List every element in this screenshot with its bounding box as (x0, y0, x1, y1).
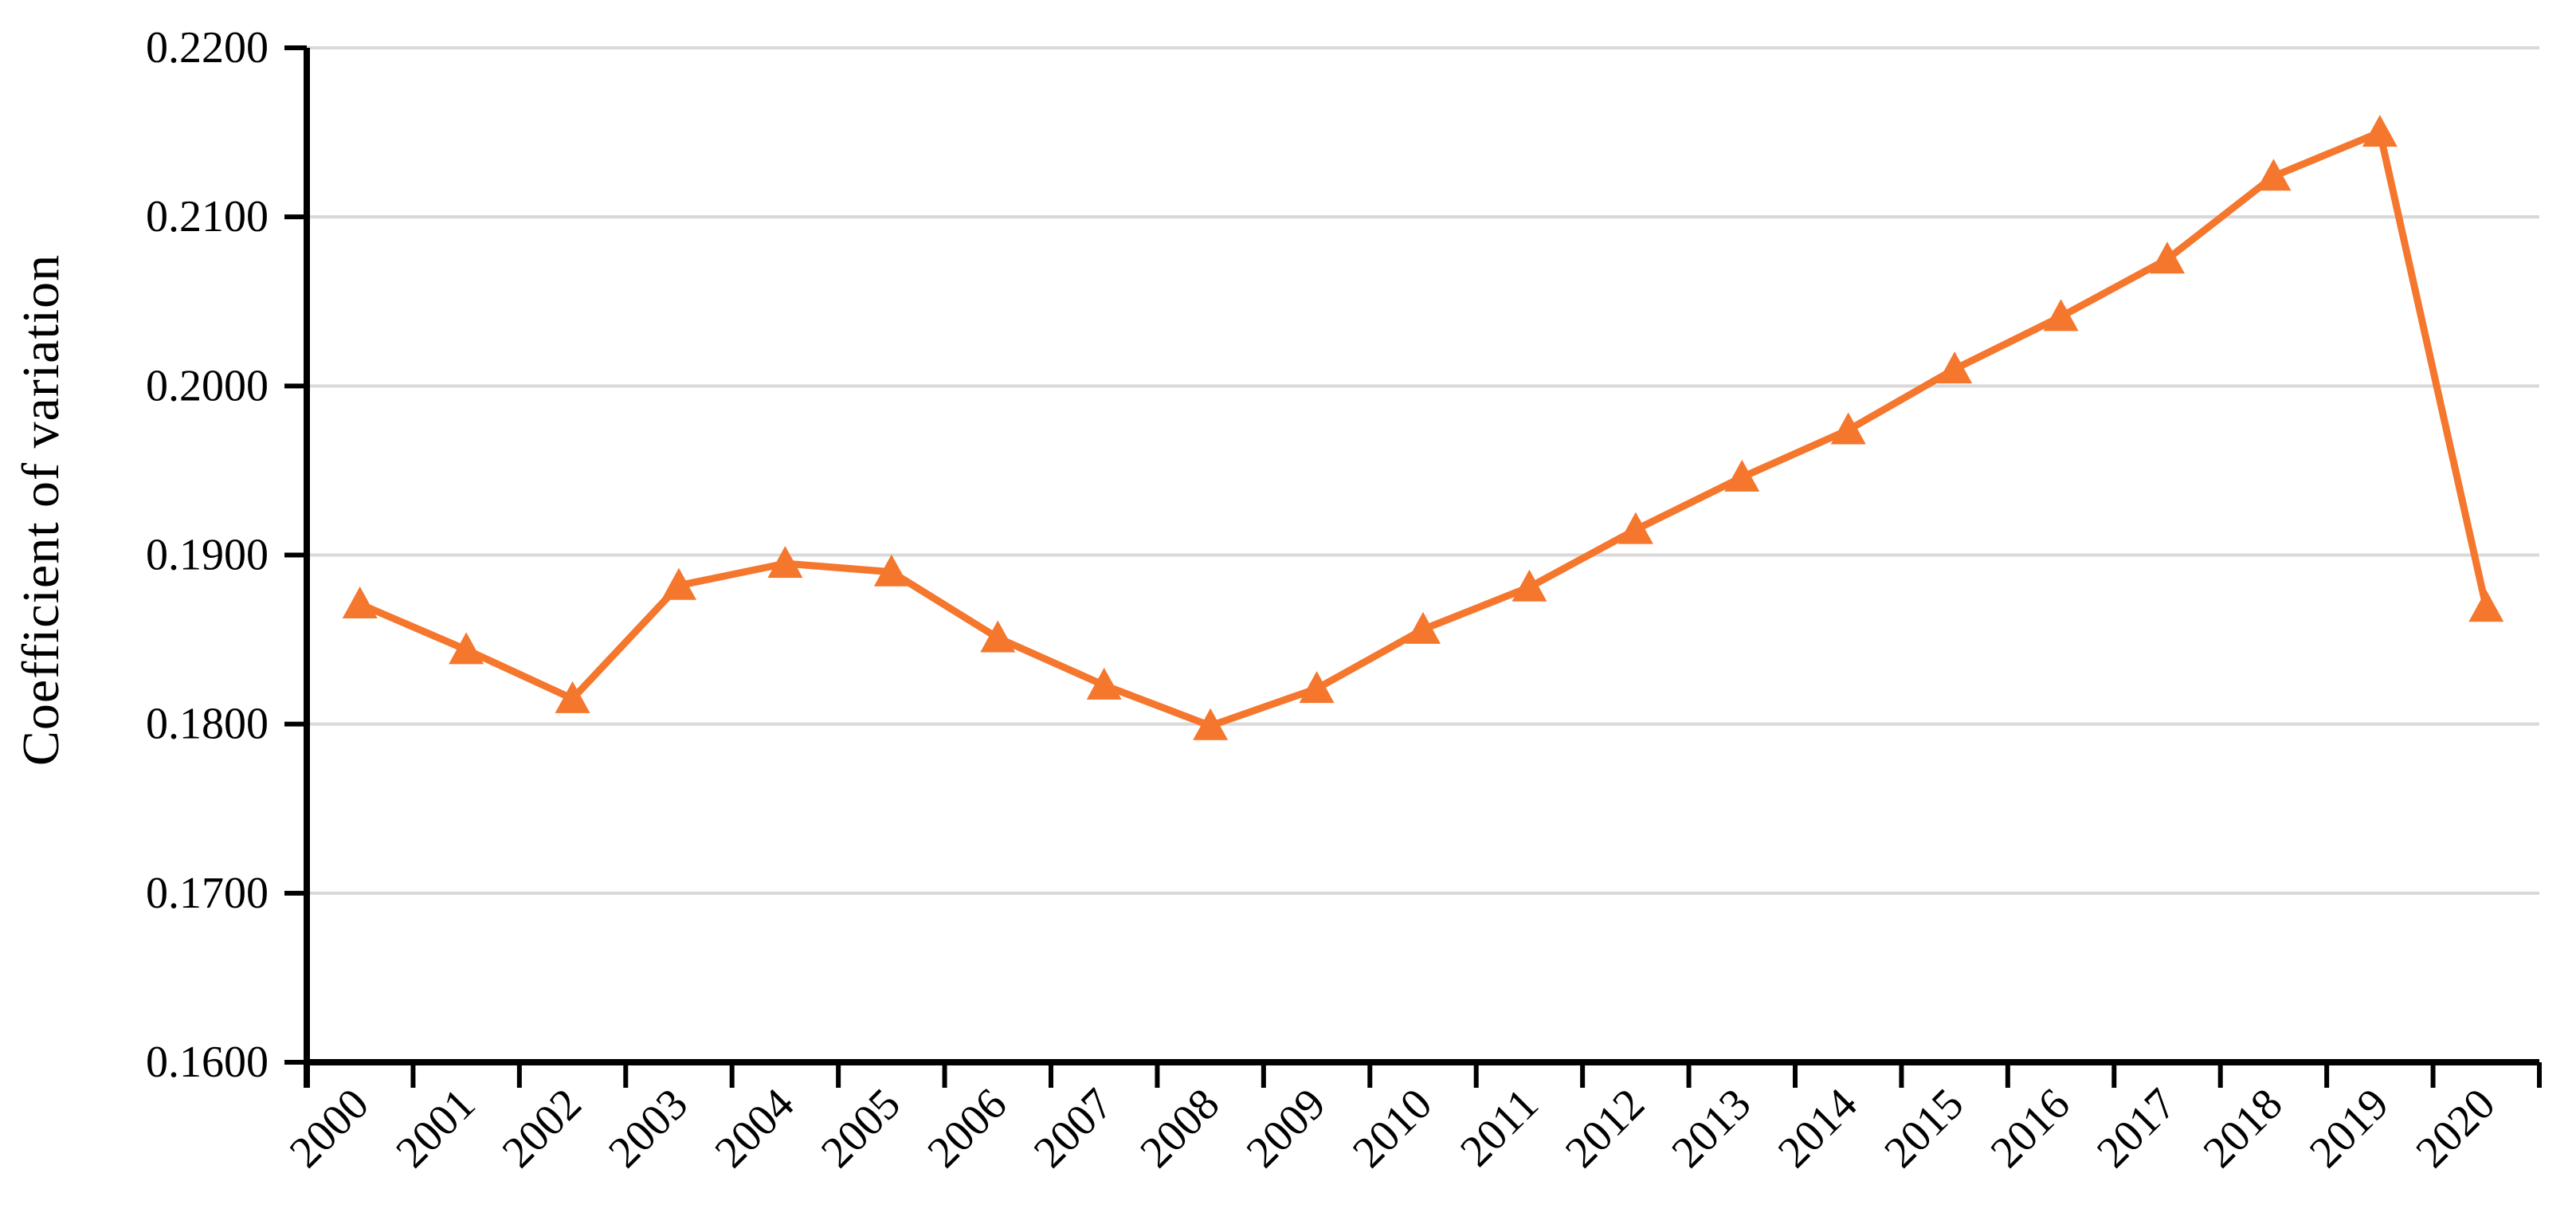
x-tick-label: 2017 (2088, 1079, 2186, 1177)
data-point-marker (1086, 667, 1122, 700)
y-tick-label: 0.2100 (146, 192, 269, 241)
x-tick-label: 2005 (812, 1079, 910, 1177)
x-tick-label: 2010 (1343, 1079, 1441, 1177)
data-point-marker (2256, 159, 2292, 191)
data-point-marker (2362, 115, 2398, 147)
y-tick-label: 0.1700 (146, 869, 269, 918)
x-tick-label: 2011 (1451, 1079, 1548, 1176)
data-point-marker (2468, 590, 2504, 622)
x-tick-label: 2004 (706, 1079, 804, 1177)
x-tick-label: 2013 (1662, 1079, 1760, 1177)
x-tick-label: 2014 (1769, 1079, 1867, 1177)
x-tick-label: 2001 (386, 1079, 484, 1177)
x-tick-label: 2009 (1237, 1079, 1335, 1177)
data-point-marker (767, 546, 803, 579)
data-point-marker (555, 681, 590, 713)
data-point-marker (1617, 512, 1653, 544)
data-point-marker (1193, 708, 1229, 740)
data-point-marker (1406, 611, 1441, 644)
y-tick-label: 0.1900 (146, 531, 269, 580)
data-point-marker (661, 567, 696, 600)
data-point-marker (873, 554, 909, 587)
x-tick-label: 2000 (280, 1079, 378, 1177)
data-point-marker (2150, 241, 2185, 274)
x-tick-label: 2008 (1131, 1079, 1229, 1177)
x-tick-label: 2006 (918, 1079, 1016, 1177)
x-tick-label: 2015 (1875, 1079, 1973, 1177)
x-tick-label: 2002 (493, 1079, 591, 1177)
data-point-marker (1299, 671, 1335, 704)
x-tick-label: 2019 (2300, 1079, 2398, 1177)
data-point-marker (1830, 412, 1866, 445)
y-tick-label: 0.1800 (146, 700, 269, 749)
data-point-marker (980, 620, 1016, 653)
y-tick-label: 0.2000 (146, 361, 269, 410)
data-point-marker (449, 632, 484, 665)
y-tick-label: 0.1600 (146, 1038, 269, 1087)
x-tick-label: 2012 (1556, 1079, 1654, 1177)
x-tick-label: 2020 (2406, 1079, 2504, 1177)
data-point-marker (1511, 569, 1547, 602)
data-point-marker (2043, 299, 2079, 332)
y-tick-label: 0.2200 (146, 23, 269, 73)
y-axis-title: Coefficient of variation (12, 253, 70, 767)
x-tick-label: 2003 (599, 1079, 697, 1177)
data-point-marker (1937, 351, 1973, 384)
x-tick-label: 2007 (1025, 1079, 1123, 1177)
x-tick-label: 2018 (2194, 1079, 2292, 1177)
data-point-marker (342, 587, 378, 619)
x-tick-label: 2016 (1982, 1079, 2080, 1177)
data-point-marker (1724, 459, 1760, 492)
